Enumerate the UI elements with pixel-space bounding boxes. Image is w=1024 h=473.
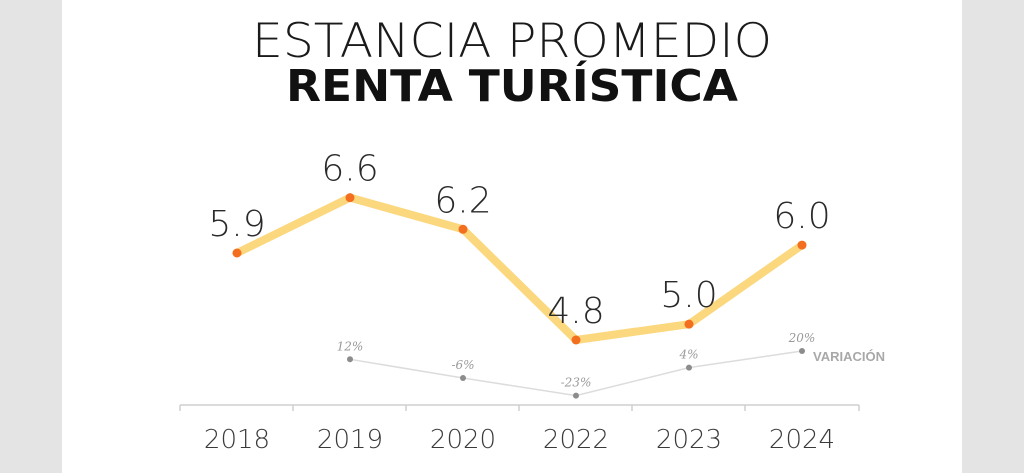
variation-label: 20% xyxy=(788,331,816,345)
legend-variacion: VARIACIÓN xyxy=(813,349,885,364)
variation-point xyxy=(347,356,353,363)
variation-point xyxy=(460,375,466,381)
chart-title: ESTANCIA PROMEDIO xyxy=(252,14,772,69)
variation-point xyxy=(573,392,579,399)
x-tick-label: 2018 xyxy=(204,425,270,455)
variation-label: 4% xyxy=(678,348,698,362)
data-label: 5.0 xyxy=(660,275,717,316)
data-point xyxy=(458,224,468,234)
data-label: 4.8 xyxy=(547,291,604,332)
data-label: 6.0 xyxy=(773,196,830,237)
variation-label: -6% xyxy=(451,358,474,372)
data-point xyxy=(571,335,581,345)
variation-label: -23% xyxy=(561,376,592,390)
data-point xyxy=(232,248,242,258)
x-tick-label: 2022 xyxy=(543,425,609,455)
x-tick-label: 2020 xyxy=(430,425,496,455)
data-label: 6.6 xyxy=(321,149,378,190)
data-point xyxy=(797,240,807,250)
variation-point xyxy=(686,364,692,371)
data-point xyxy=(684,319,694,329)
chart-subtitle: RENTA TURÍSTICA xyxy=(286,59,738,112)
chart-card xyxy=(62,0,962,473)
variation-point xyxy=(799,348,805,354)
x-tick-label: 2024 xyxy=(769,425,835,455)
x-tick-label: 2019 xyxy=(317,425,383,455)
main-series-line xyxy=(233,193,806,344)
data-point xyxy=(345,193,355,203)
data-label: 5.9 xyxy=(208,204,265,245)
variation-label: 12% xyxy=(337,339,364,353)
data-label: 6.2 xyxy=(434,180,491,221)
x-tick-label: 2023 xyxy=(656,425,722,455)
